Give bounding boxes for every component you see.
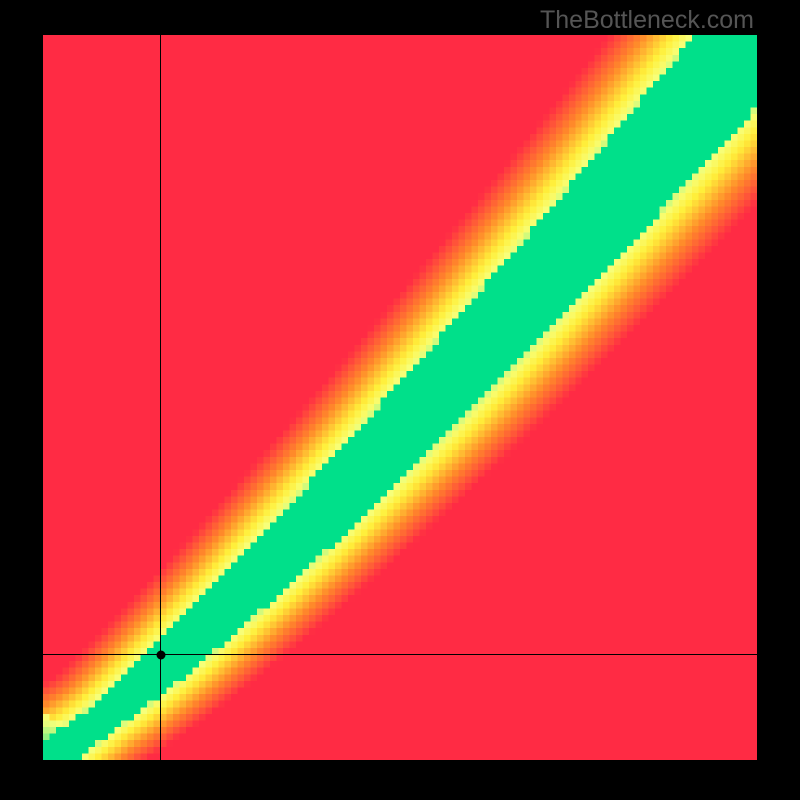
plot-area <box>43 35 757 760</box>
crosshair-horizontal <box>43 654 757 655</box>
marker-dot <box>156 650 165 659</box>
heatmap-canvas <box>43 35 757 760</box>
watermark-text: TheBottleneck.com <box>540 6 754 35</box>
chart-container: TheBottleneck.com <box>0 0 800 800</box>
